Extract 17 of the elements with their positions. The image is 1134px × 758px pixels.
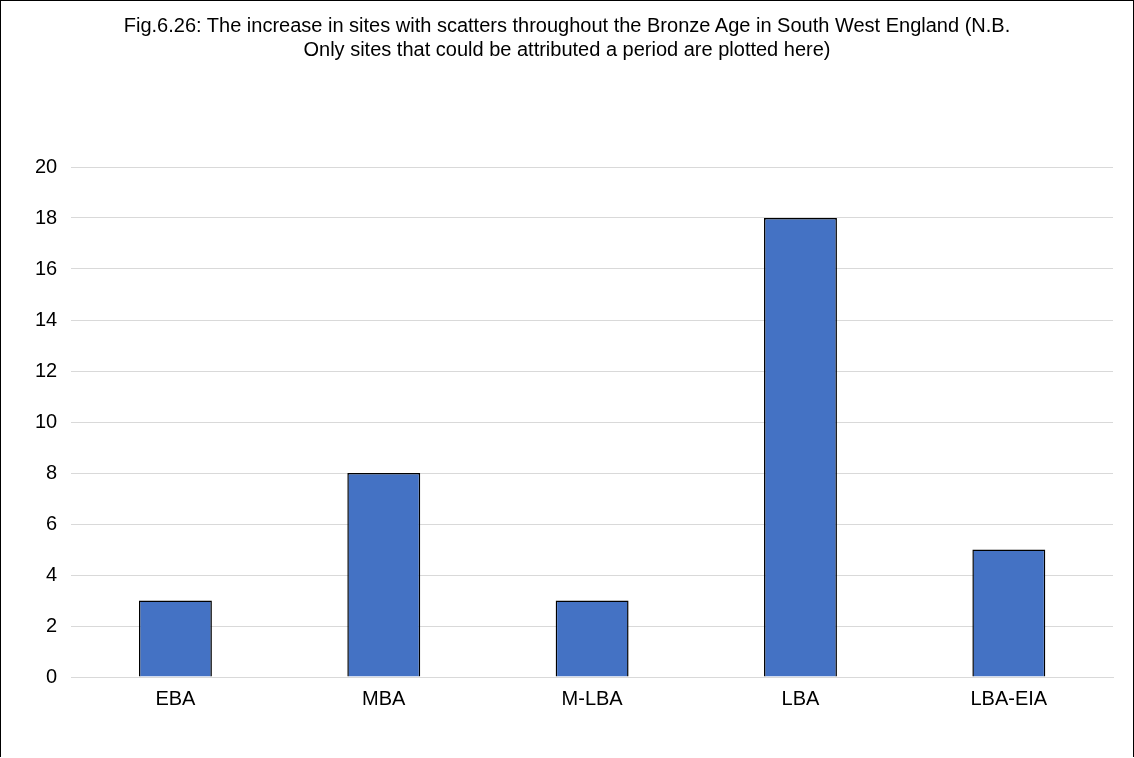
x-tick-label: M-LBA: [561, 686, 624, 709]
y-tick-label: 4: [46, 562, 58, 585]
y-tick-label: 6: [46, 511, 58, 534]
y-tick-label: 8: [46, 460, 58, 483]
y-tick-label: 16: [35, 256, 58, 279]
y-tick-label: 18: [35, 205, 58, 228]
x-tick-label: LBA: [781, 686, 821, 709]
y-tick-label: 20: [35, 154, 58, 177]
y-tick-label: 10: [35, 409, 58, 432]
x-tick-label: LBA-EIA: [970, 686, 1048, 709]
x-tick-label: EBA: [155, 686, 197, 709]
y-tick-label: 0: [46, 664, 58, 687]
x-tick-label: MBA: [362, 686, 407, 709]
y-tick-label: 12: [35, 358, 58, 381]
y-tick-label: 14: [35, 307, 58, 330]
y-tick-label: 2: [46, 613, 58, 636]
chart-title: Fig.6.26: The increase in sites with scatters throughout the Bronze Age in South West England (N.B. Only sites that could be attributed a period are plotted here): [122, 13, 1012, 61]
